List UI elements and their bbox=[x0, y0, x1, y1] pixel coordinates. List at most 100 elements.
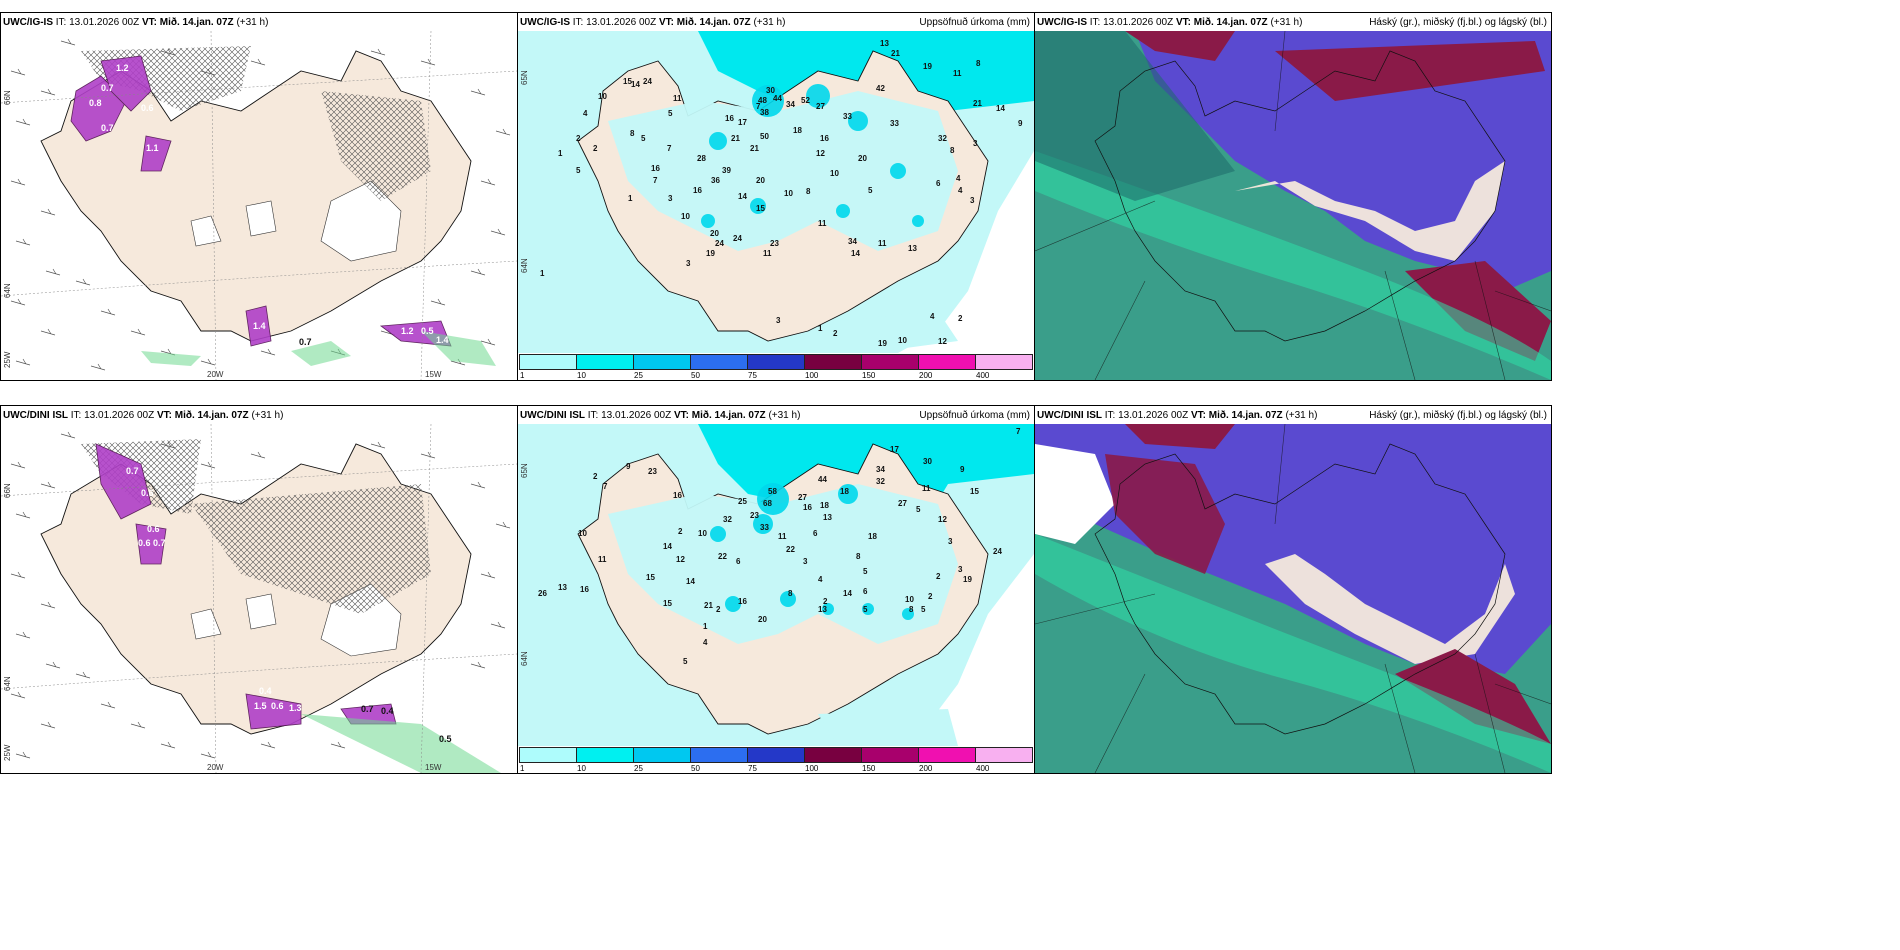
svg-text:18: 18 bbox=[793, 126, 802, 135]
colorbar-seg bbox=[576, 354, 634, 370]
svg-text:2: 2 bbox=[678, 527, 683, 536]
precip-label: 0.6 bbox=[141, 488, 154, 498]
precip-cores bbox=[710, 483, 914, 620]
lead-time: (+31 h) bbox=[236, 17, 269, 28]
svg-text:8: 8 bbox=[788, 589, 793, 598]
lat-label: 66N bbox=[3, 90, 12, 105]
precip-over-land bbox=[608, 91, 958, 251]
svg-text:3: 3 bbox=[958, 565, 963, 574]
svg-text:33: 33 bbox=[843, 112, 852, 121]
svg-text:12: 12 bbox=[816, 149, 825, 158]
svg-text:20: 20 bbox=[858, 154, 867, 163]
green-band bbox=[301, 714, 501, 773]
svg-text:23: 23 bbox=[770, 239, 779, 248]
svg-text:15: 15 bbox=[646, 573, 655, 582]
precip-label: 1.1 bbox=[146, 143, 159, 153]
svg-text:20: 20 bbox=[710, 229, 719, 238]
svg-text:26: 26 bbox=[538, 589, 547, 598]
svg-text:19: 19 bbox=[878, 339, 887, 348]
precip-label: 0.4 bbox=[259, 686, 272, 696]
svg-text:16: 16 bbox=[803, 503, 812, 512]
colorbar-seg bbox=[975, 354, 1033, 370]
precip-label: 0.4 bbox=[381, 706, 394, 716]
colorbar-tick: 100 bbox=[805, 764, 819, 773]
colorbar-seg bbox=[519, 354, 577, 370]
svg-text:1: 1 bbox=[628, 194, 633, 203]
svg-text:16: 16 bbox=[693, 186, 702, 195]
precip-cores bbox=[701, 84, 924, 228]
svg-text:16: 16 bbox=[580, 585, 589, 594]
svg-text:14: 14 bbox=[738, 192, 747, 201]
colorbar-tick: 10 bbox=[577, 764, 586, 773]
svg-text:11: 11 bbox=[763, 249, 772, 258]
panel-header: UWC/IG-IS IT: 13.01.2026 00Z VT: Mið. 14… bbox=[3, 17, 268, 29]
svg-text:17: 17 bbox=[738, 118, 747, 127]
svg-text:14: 14 bbox=[663, 542, 672, 551]
svg-text:10: 10 bbox=[830, 169, 839, 178]
cloud-low-top bbox=[1125, 424, 1235, 449]
colorbar-tick: 400 bbox=[976, 764, 990, 773]
svg-text:2: 2 bbox=[593, 472, 598, 481]
panel-header: UWC/IG-IS IT: 13.01.2026 00Z VT: Mið. 14… bbox=[1037, 17, 1302, 29]
it-value: 13.01.2026 00Z bbox=[84, 410, 155, 421]
precip-coastal bbox=[818, 709, 958, 746]
map-clouds bbox=[1035, 424, 1551, 773]
vt-value: Mið. 14.jan. 07Z bbox=[174, 410, 249, 421]
model-name: UWC/DINI ISL bbox=[520, 410, 585, 421]
cloud-clear-white bbox=[1035, 444, 1115, 544]
svg-text:2: 2 bbox=[936, 572, 941, 581]
it-value: 13.01.2026 00Z bbox=[1118, 410, 1189, 421]
precip-value-labels: 0.7 0.6 0.6 0.6 0.7 0.4 1.5 0.6 1.3 0.4 … bbox=[126, 466, 452, 744]
lead-time: (+31 h) bbox=[251, 410, 284, 421]
cloud-low-band bbox=[1275, 41, 1545, 101]
svg-text:32: 32 bbox=[938, 134, 947, 143]
map-wind: 0.7 0.6 0.6 0.6 0.7 0.4 1.5 0.6 1.3 0.4 … bbox=[1, 424, 517, 773]
svg-text:27: 27 bbox=[816, 102, 825, 111]
it-label: IT: bbox=[55, 17, 67, 28]
svg-text:18: 18 bbox=[868, 532, 877, 541]
svg-text:11: 11 bbox=[953, 69, 962, 78]
high-cloud-band bbox=[1035, 534, 1551, 773]
panel-title: Uppsöfnuð úrkoma (mm) bbox=[919, 410, 1030, 421]
svg-text:52: 52 bbox=[801, 96, 810, 105]
svg-text:3: 3 bbox=[970, 196, 975, 205]
svg-text:22: 22 bbox=[718, 552, 727, 561]
svg-text:36: 36 bbox=[711, 176, 720, 185]
svg-text:10: 10 bbox=[681, 212, 690, 221]
panel-clouds-bottom: UWC/DINI ISL IT: 13.01.2026 00Z VT: Mið.… bbox=[1034, 405, 1552, 774]
colorbar-tick: 1 bbox=[520, 764, 525, 773]
colorbar-tick: 200 bbox=[919, 371, 933, 380]
svg-text:8: 8 bbox=[856, 552, 861, 561]
precip-label: 0.8 bbox=[89, 98, 102, 108]
svg-text:3: 3 bbox=[776, 316, 781, 325]
svg-text:34: 34 bbox=[786, 100, 795, 109]
svg-text:11: 11 bbox=[922, 484, 931, 493]
svg-text:3: 3 bbox=[803, 557, 808, 566]
colorbar-seg bbox=[861, 747, 919, 763]
svg-text:21: 21 bbox=[973, 99, 982, 108]
colorbar-seg bbox=[804, 747, 862, 763]
colorbar-tick: 1 bbox=[520, 371, 525, 380]
colorbar-tick: 100 bbox=[805, 371, 819, 380]
svg-text:7: 7 bbox=[1016, 427, 1021, 436]
vt-label: VT: bbox=[658, 17, 674, 28]
svg-text:6: 6 bbox=[813, 529, 818, 538]
svg-text:22: 22 bbox=[786, 545, 795, 554]
lon-label: 15W bbox=[425, 370, 442, 379]
colorbar-seg bbox=[633, 354, 691, 370]
panel-precip-top: UWC/IG-IS IT: 13.01.2026 00Z VT: Mið. 14… bbox=[517, 12, 1035, 381]
svg-text:4: 4 bbox=[583, 109, 588, 118]
model-name: UWC/DINI ISL bbox=[1037, 410, 1102, 421]
svg-text:11: 11 bbox=[673, 94, 682, 103]
svg-text:24: 24 bbox=[733, 234, 742, 243]
svg-text:11: 11 bbox=[878, 239, 887, 248]
svg-text:23: 23 bbox=[648, 467, 657, 476]
svg-text:19: 19 bbox=[963, 575, 972, 584]
svg-text:4: 4 bbox=[958, 186, 963, 195]
precip-label: 1.3 bbox=[289, 703, 302, 713]
svg-text:13: 13 bbox=[818, 605, 827, 614]
colorbar-tick: 200 bbox=[919, 764, 933, 773]
precip-label: 0.7 bbox=[126, 466, 139, 476]
svg-text:3: 3 bbox=[686, 259, 691, 268]
vt-label: VT: bbox=[156, 410, 172, 421]
